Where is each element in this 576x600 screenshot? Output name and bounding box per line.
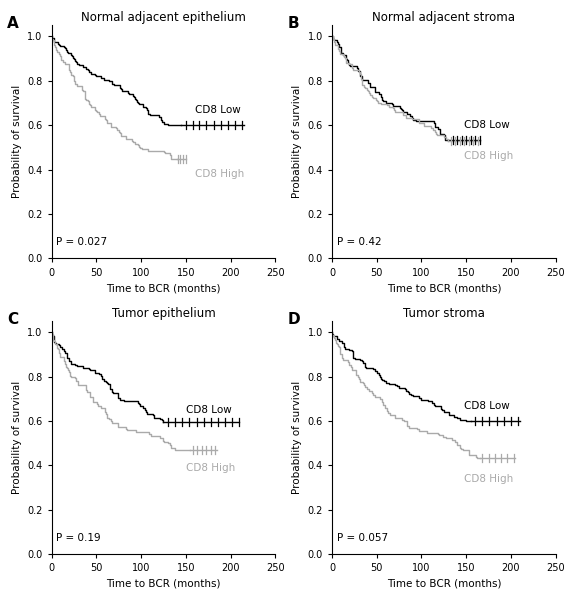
Y-axis label: Probability of survival: Probability of survival [292,85,302,199]
Text: CD8 Low: CD8 Low [464,120,510,130]
X-axis label: Time to BCR (months): Time to BCR (months) [386,579,501,589]
Y-axis label: Probability of survival: Probability of survival [12,381,22,494]
Text: CD8 High: CD8 High [464,474,514,484]
Text: D: D [287,312,300,327]
Y-axis label: Probability of survival: Probability of survival [12,85,22,199]
Text: CD8 Low: CD8 Low [186,405,232,415]
Text: P = 0.19: P = 0.19 [56,533,101,543]
Text: P = 0.027: P = 0.027 [56,238,107,247]
X-axis label: Time to BCR (months): Time to BCR (months) [386,283,501,293]
Text: C: C [7,312,18,327]
Text: CD8 Low: CD8 Low [195,104,241,115]
Text: A: A [7,16,19,31]
Title: Normal adjacent stroma: Normal adjacent stroma [372,11,516,24]
Text: CD8 High: CD8 High [186,463,235,473]
X-axis label: Time to BCR (months): Time to BCR (months) [106,579,221,589]
Y-axis label: Probability of survival: Probability of survival [292,381,302,494]
Title: Tumor epithelium: Tumor epithelium [112,307,215,320]
Text: CD8 Low: CD8 Low [464,401,510,410]
X-axis label: Time to BCR (months): Time to BCR (months) [106,283,221,293]
Title: Normal adjacent epithelium: Normal adjacent epithelium [81,11,246,24]
Title: Tumor stroma: Tumor stroma [403,307,485,320]
Text: P = 0.42: P = 0.42 [336,238,381,247]
Text: CD8 High: CD8 High [195,169,244,179]
Text: CD8 High: CD8 High [464,151,514,161]
Text: B: B [287,16,299,31]
Text: P = 0.057: P = 0.057 [336,533,388,543]
